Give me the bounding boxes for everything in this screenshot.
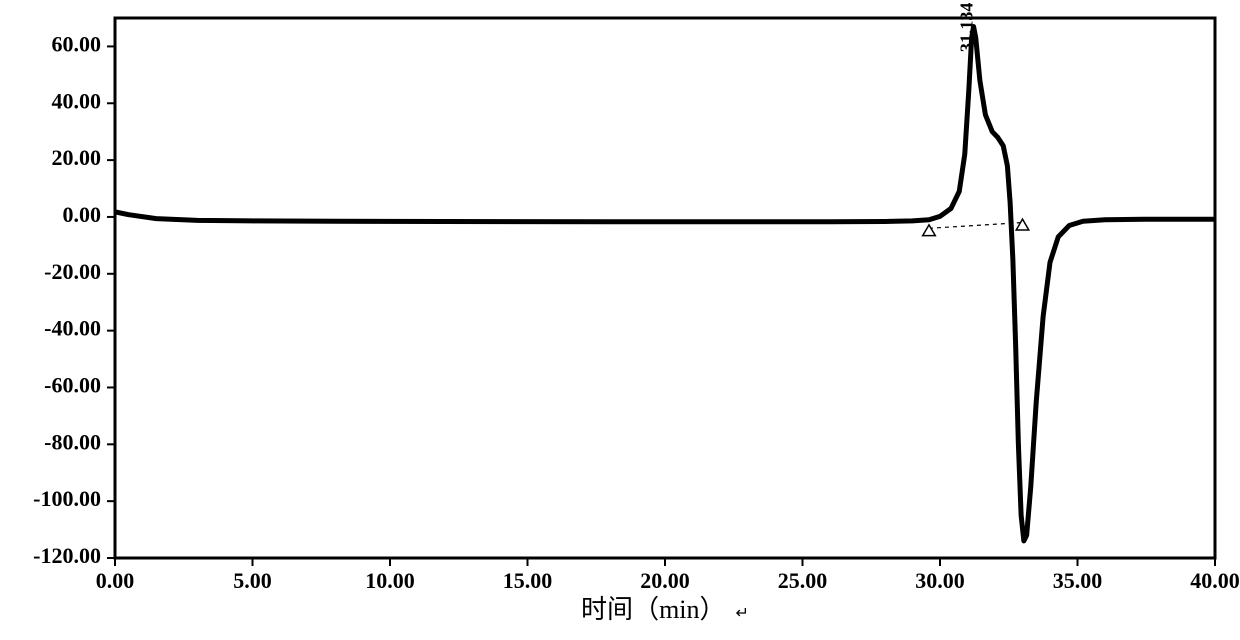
x-tick-label: 40.00	[1190, 568, 1240, 593]
x-axis-label: 时间（min）↵	[581, 595, 749, 624]
x-tick-label: 15.00	[503, 568, 553, 593]
x-tick-label: 10.00	[365, 568, 415, 593]
y-tick-label: 60.00	[52, 31, 102, 56]
y-tick-label: -80.00	[44, 429, 101, 454]
y-tick-label: -60.00	[44, 373, 101, 398]
chart-svg: -120.00 -100.00 -80.00 -60.00 -40.00 -20.00 0.…	[0, 0, 1240, 640]
x-tick-label: 30.00	[915, 568, 965, 593]
peak-label: 31.134	[956, 3, 976, 53]
x-tick-label: 0.00	[96, 568, 135, 593]
y-tick-label: -100.00	[33, 486, 101, 511]
chromatogram-chart: -120.00 -100.00 -80.00 -60.00 -40.00 -20.00 0.…	[0, 0, 1240, 640]
y-tick-label: 0.00	[63, 202, 102, 227]
y-tick-label: -20.00	[44, 259, 101, 284]
x-tick-label: 35.00	[1053, 568, 1103, 593]
chart-bg	[0, 0, 1240, 640]
y-tick-label: -40.00	[44, 316, 101, 341]
x-tick-label: 5.00	[233, 568, 272, 593]
y-tick-label: 20.00	[52, 145, 102, 170]
y-tick-label: 40.00	[52, 88, 102, 113]
y-tick-label: -120.00	[33, 543, 101, 568]
x-tick-label: 20.00	[640, 568, 690, 593]
x-tick-label: 25.00	[778, 568, 828, 593]
